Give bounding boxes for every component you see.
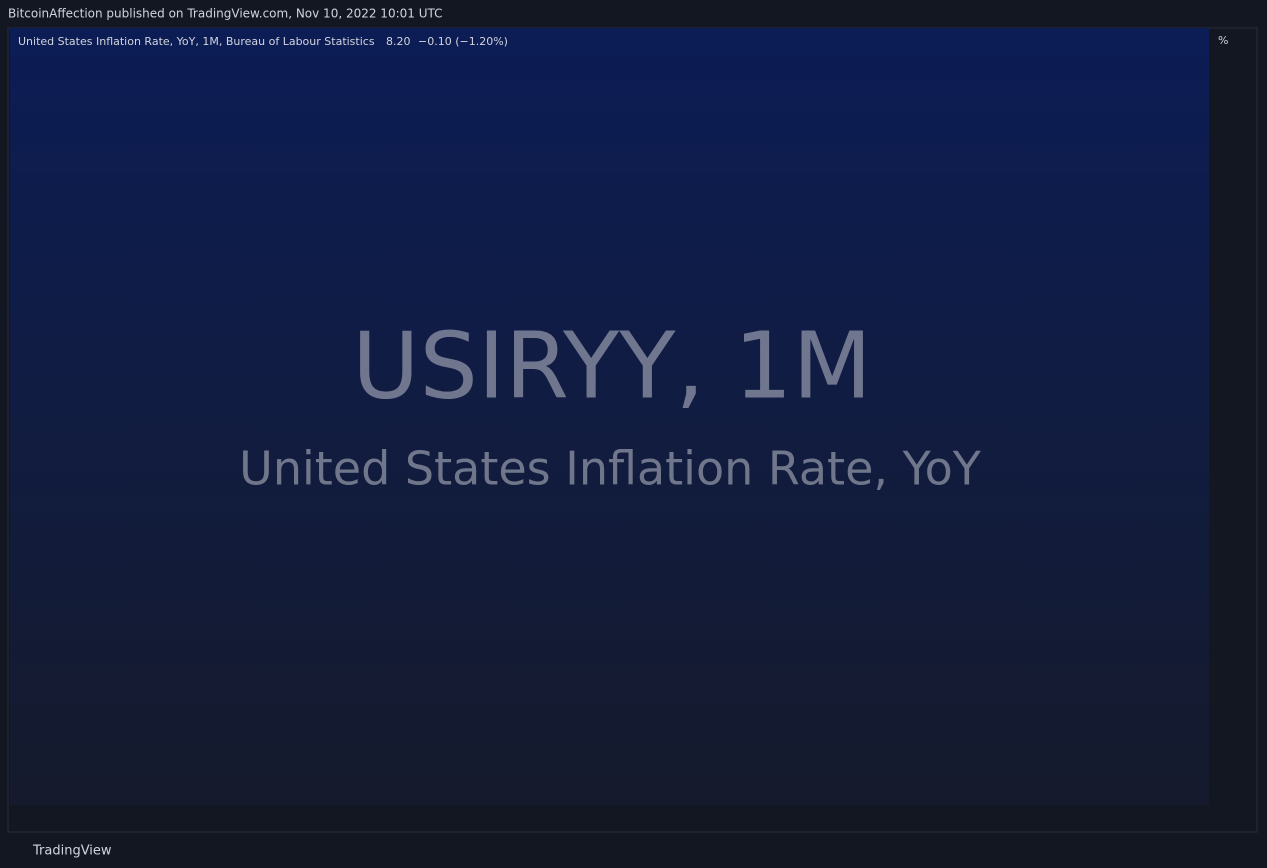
watermark-subtitle: United States Inflation Rate, YoY bbox=[239, 442, 982, 496]
legend-value: 8.20 bbox=[386, 35, 411, 48]
plot-area bbox=[10, 28, 1209, 805]
watermark: USIRYY, 1M bbox=[352, 312, 872, 419]
legend-change: −0.10 (−1.20%) bbox=[418, 35, 508, 48]
header: BitcoinAffection published on TradingVie… bbox=[8, 7, 443, 21]
y-unit: % bbox=[1218, 34, 1228, 47]
legend-title: United States Inflation Rate, YoY, 1M, B… bbox=[18, 35, 375, 48]
footer: TradingView bbox=[32, 844, 112, 859]
